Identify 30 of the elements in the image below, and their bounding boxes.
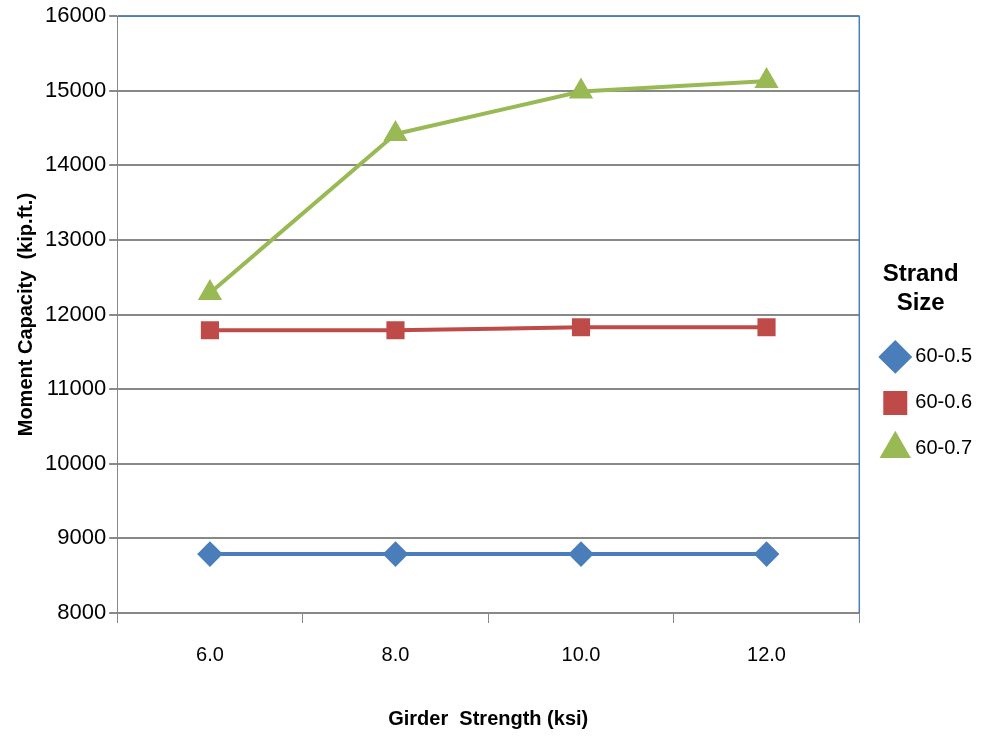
legend-label: 60-0.5	[915, 344, 973, 367]
x-tick-label: 10.0	[561, 642, 601, 665]
y-tick-label: 16000	[44, 2, 107, 28]
point	[569, 542, 593, 567]
y-tick-label: 8000	[57, 599, 107, 625]
y-tick-label: 9000	[57, 524, 107, 550]
point	[200, 321, 220, 340]
point	[755, 69, 778, 89]
y-axis-title: Moment Capacity (kip.ft.)	[13, 192, 36, 437]
y-tick-label: 15000	[44, 76, 107, 102]
point	[197, 542, 222, 567]
y-tick-label: 12000	[44, 300, 107, 326]
point	[571, 318, 591, 337]
point	[386, 321, 405, 340]
y-tick-label: 11000	[46, 375, 107, 401]
x-tick-label: 6.0	[196, 642, 224, 665]
legend-title: Strand Size	[882, 258, 959, 315]
point	[757, 318, 776, 337]
point	[754, 542, 779, 567]
y-tick-label: 10000	[44, 449, 107, 475]
legend-label: 60-0.7	[915, 436, 973, 459]
y-tick-label: 14000	[44, 151, 107, 177]
x-axis-title: Girder Strength (ksi)	[388, 706, 589, 729]
x-tick-label: 12.0	[747, 642, 786, 665]
point	[384, 122, 407, 142]
point	[383, 542, 408, 567]
point	[569, 77, 593, 99]
x-tick-label: 8.0	[381, 642, 410, 665]
y-tick-label: 13000	[44, 226, 107, 252]
legend-label: 60-0.6	[915, 390, 973, 413]
